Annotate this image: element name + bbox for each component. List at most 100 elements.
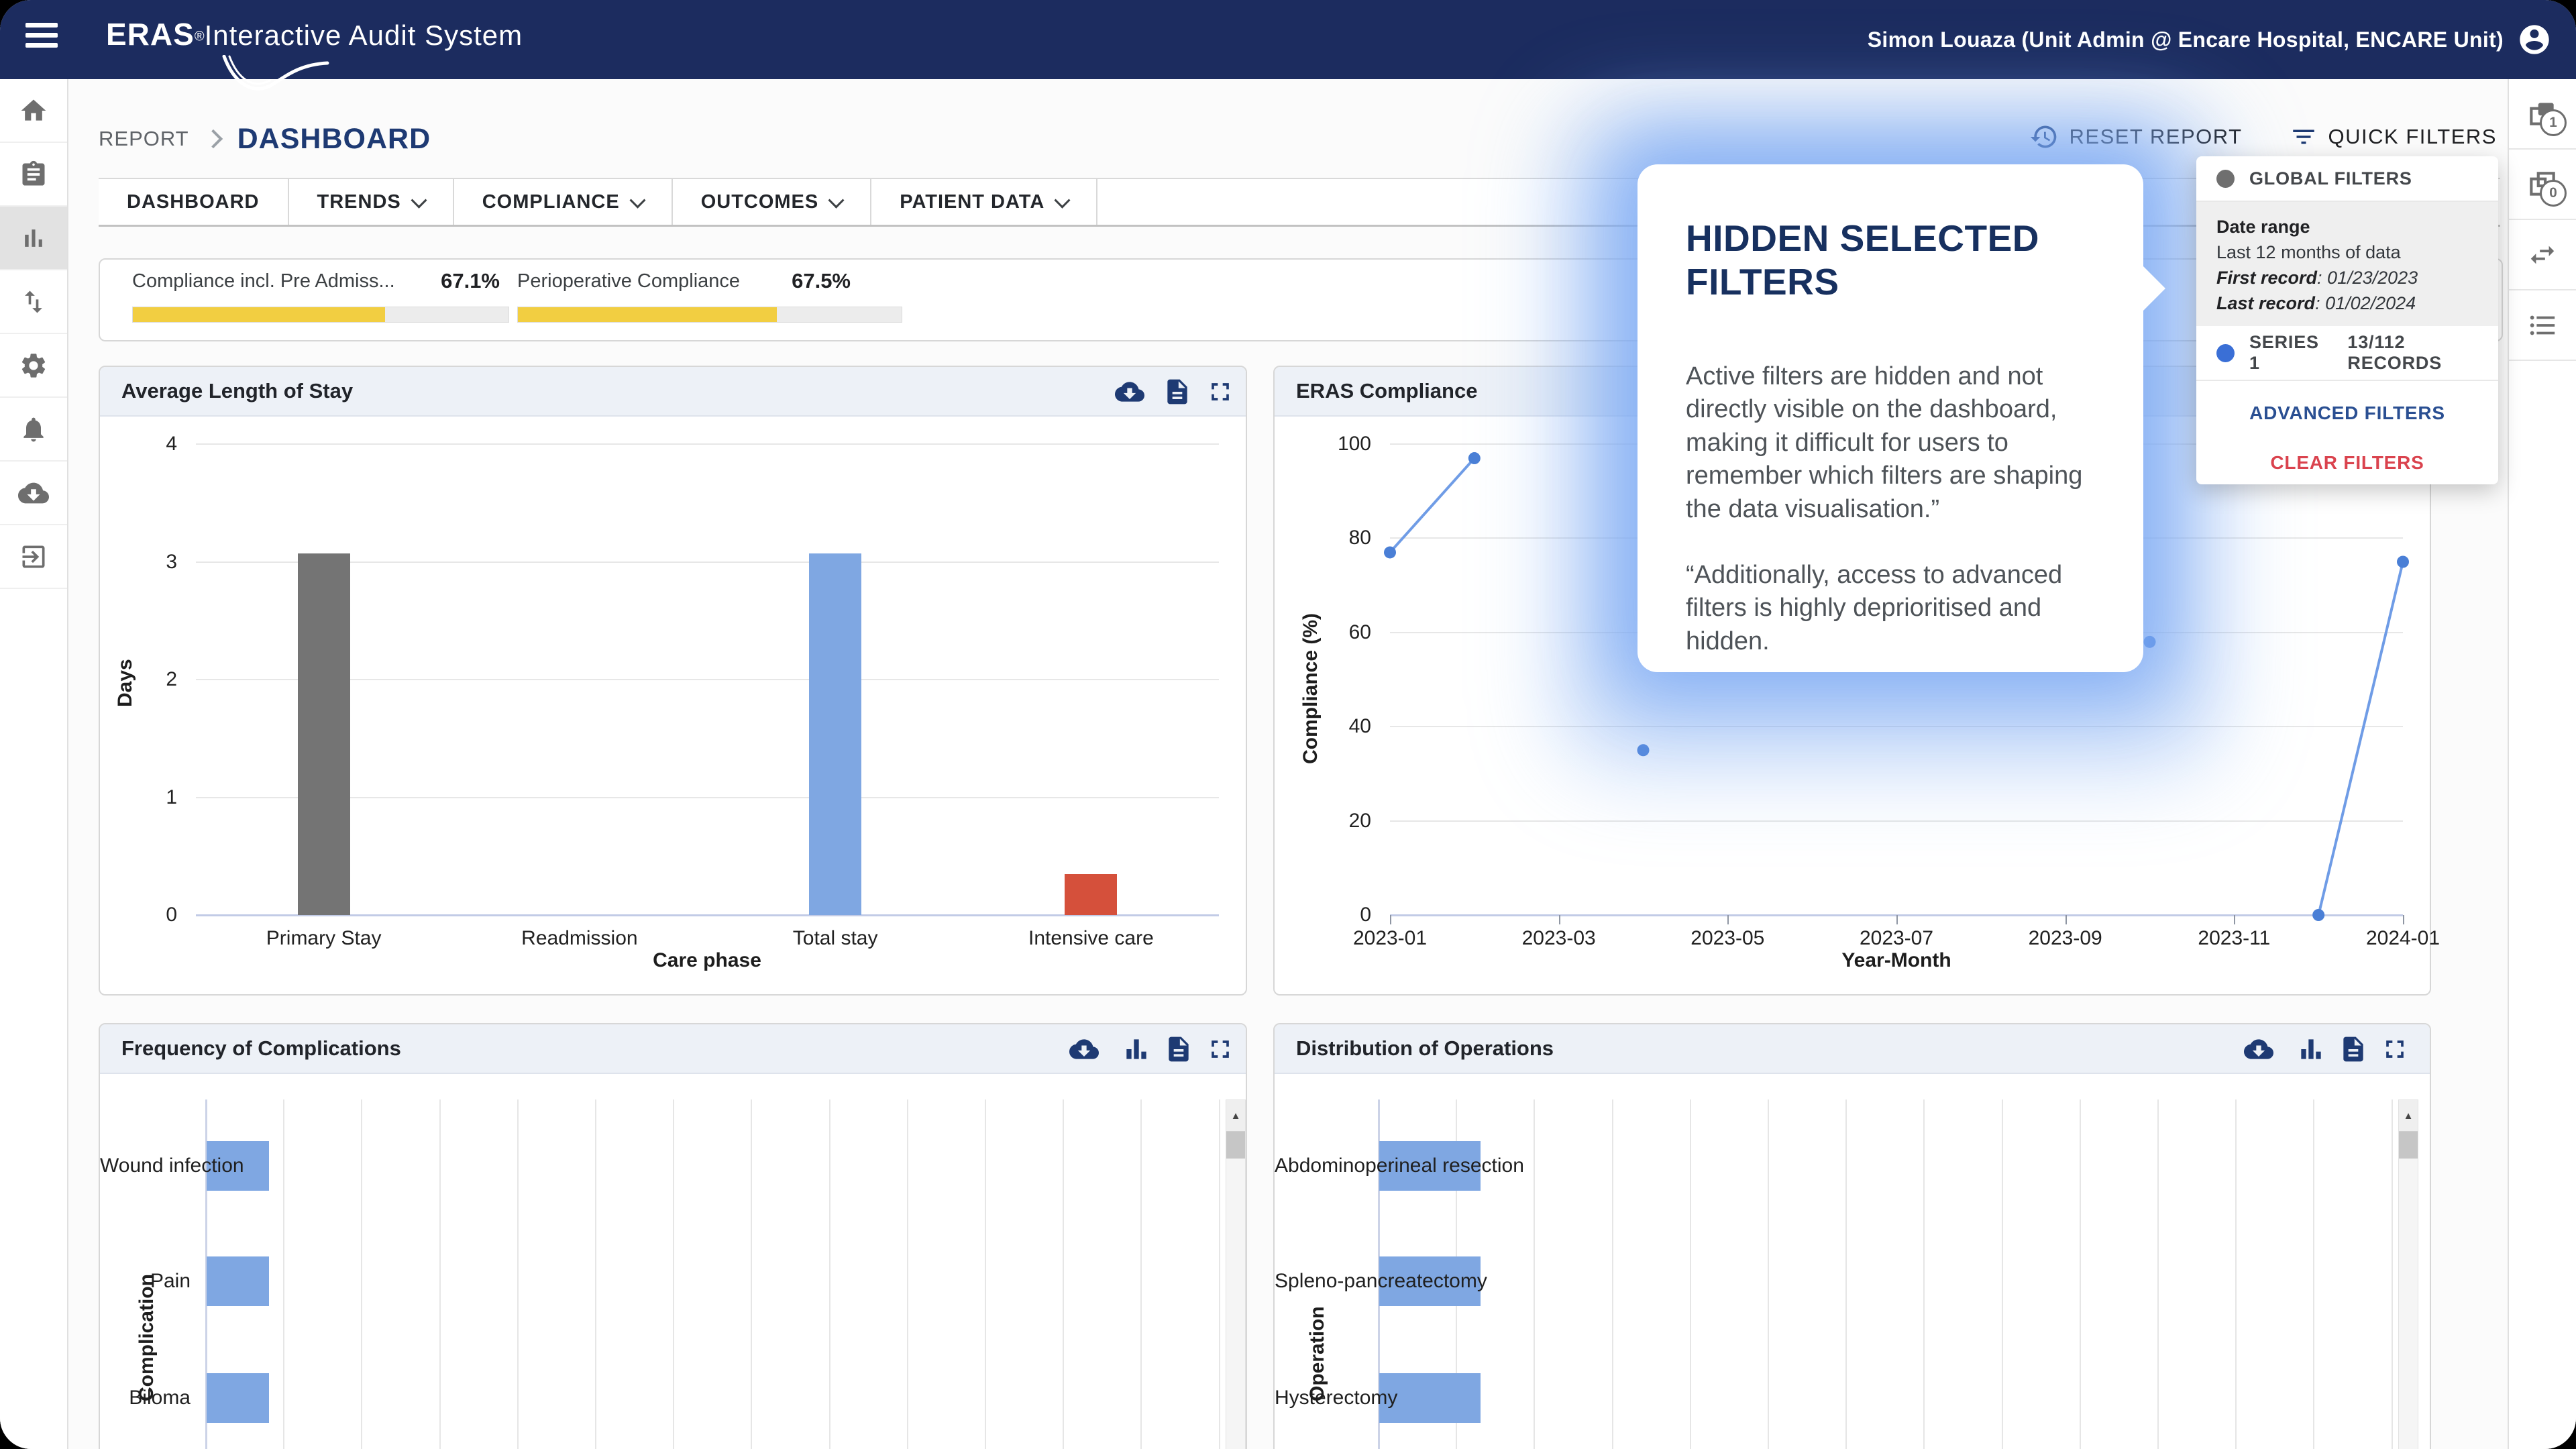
rail-item-series-inactive[interactable]: 0 bbox=[2509, 150, 2576, 220]
series-1-dot-icon bbox=[2216, 344, 2235, 362]
scrollbar-thumb[interactable] bbox=[2399, 1132, 2418, 1159]
gear-icon bbox=[19, 351, 48, 380]
y-axis-title: Compliance (%) bbox=[1299, 603, 1322, 764]
rail-item-series-active[interactable]: 1 bbox=[2509, 79, 2576, 150]
x-category-label: Readmission bbox=[521, 927, 637, 950]
tab-trends-label: TRENDS bbox=[317, 191, 401, 213]
last-record-value: : 01/02/2024 bbox=[2315, 293, 2416, 313]
brand-registered-mark: ® bbox=[195, 30, 205, 44]
user-menu[interactable]: Simon Louaza (Unit Admin @ Encare Hospit… bbox=[1868, 0, 2552, 79]
reset-report-button[interactable]: RESET REPORT bbox=[2029, 122, 2243, 152]
sidebar-item-exit[interactable] bbox=[0, 525, 67, 589]
swap-vertical-icon bbox=[19, 287, 48, 317]
date-range-value: Last 12 months of data bbox=[2216, 239, 2478, 265]
data-table-button[interactable] bbox=[2339, 1034, 2368, 1064]
app-window: ERAS®Interactive Audit System Simon Loua… bbox=[0, 0, 2576, 1449]
chart-card-frequency-of-complications: Frequency of Complications Wound infecti… bbox=[99, 1023, 1247, 1449]
global-filters-row[interactable]: GLOBAL FILTERS bbox=[2196, 156, 2498, 202]
chart-type-button[interactable] bbox=[1122, 1034, 1151, 1064]
x-category-label: Intensive care bbox=[1028, 927, 1154, 950]
series-active-badge: 1 bbox=[2540, 109, 2567, 136]
x-axis-title: Year-Month bbox=[1841, 949, 1951, 972]
download-chart-button[interactable] bbox=[1069, 1034, 1099, 1064]
tab-outcomes-label: OUTCOMES bbox=[701, 191, 819, 213]
x-tick-label: 2023-11 bbox=[2198, 927, 2270, 950]
tab-trends[interactable]: TRENDS bbox=[289, 179, 454, 225]
chevron-down-icon bbox=[828, 192, 845, 208]
bell-icon bbox=[19, 415, 48, 444]
scroll-up-button[interactable]: ▲ bbox=[2399, 1100, 2418, 1132]
file-icon bbox=[1164, 1034, 1193, 1064]
sidebar-item-home[interactable] bbox=[0, 79, 67, 143]
sidebar-item-notifications[interactable] bbox=[0, 398, 67, 462]
filter-list-icon bbox=[2290, 123, 2318, 151]
tab-patient-data[interactable]: PATIENT DATA bbox=[871, 179, 1097, 225]
account-circle-icon[interactable] bbox=[2517, 22, 2552, 57]
chart-type-button[interactable] bbox=[2296, 1034, 2326, 1064]
kpi-1-value: 67.1% bbox=[435, 269, 500, 293]
chevron-down-icon bbox=[1055, 192, 1071, 208]
fullscreen-button[interactable] bbox=[1205, 377, 1235, 407]
x-tick-label: 2023-07 bbox=[1860, 927, 1933, 950]
global-filters-label: GLOBAL FILTERS bbox=[2249, 168, 2412, 189]
callout-paragraph-1: Active filters are hidden and not direct… bbox=[1686, 360, 2115, 526]
data-table-button[interactable] bbox=[1164, 1034, 1193, 1064]
download-chart-button[interactable] bbox=[1115, 377, 1144, 407]
brand-title: Interactive Audit System bbox=[205, 19, 523, 51]
fullscreen-icon bbox=[2380, 1034, 2410, 1064]
app-bar: ERAS®Interactive Audit System Simon Loua… bbox=[0, 0, 2576, 79]
callout-title: HIDDEN SELECTED FILTERS bbox=[1686, 217, 2102, 304]
kpi-2-progressbar bbox=[517, 307, 902, 323]
advanced-filters-button[interactable]: ADVANCED FILTERS bbox=[2196, 402, 2498, 424]
fullscreen-button[interactable] bbox=[1205, 1034, 1235, 1064]
global-filters-dot-icon bbox=[2216, 170, 2235, 188]
rail-item-list[interactable] bbox=[2509, 290, 2576, 361]
frequency-of-complications-plot: Wound infectionPainBiloma bbox=[100, 1073, 1246, 1449]
chart-header: Average Length of Stay bbox=[100, 367, 1246, 417]
quick-filters-button[interactable]: QUICK FILTERS bbox=[2290, 123, 2497, 151]
sidebar-item-transfers[interactable] bbox=[0, 270, 67, 334]
tab-outcomes[interactable]: OUTCOMES bbox=[673, 179, 872, 225]
series-1-records-count: 13/112 RECORDS bbox=[2347, 332, 2498, 374]
brand-eras: ERAS bbox=[106, 17, 195, 52]
sidebar-item-settings[interactable] bbox=[0, 334, 67, 398]
quick-filters-label: QUICK FILTERS bbox=[2328, 125, 2497, 149]
x-tick-label: 2023-01 bbox=[1353, 927, 1427, 950]
data-table-button[interactable] bbox=[1163, 377, 1192, 407]
exit-to-app-icon bbox=[19, 542, 48, 572]
scroll-up-button[interactable]: ▲ bbox=[1226, 1100, 1245, 1132]
clear-filters-button[interactable]: CLEAR FILTERS bbox=[2196, 452, 2498, 474]
home-icon bbox=[19, 96, 48, 125]
fullscreen-button[interactable] bbox=[2380, 1034, 2410, 1064]
hamburger-menu-icon[interactable] bbox=[25, 23, 60, 56]
toolbar-actions: RESET REPORT QUICK FILTERS bbox=[2029, 122, 2498, 152]
chart-scrollbar[interactable]: ▲ bbox=[2398, 1099, 2418, 1449]
app-logo: ERAS®Interactive Audit System bbox=[106, 16, 523, 52]
series-1-row[interactable]: SERIES 1 13/112 RECORDS bbox=[2196, 326, 2498, 381]
page-title: DASHBOARD bbox=[237, 123, 431, 156]
user-name-label: Simon Louaza (Unit Admin @ Encare Hospit… bbox=[1868, 28, 2504, 52]
chart-title: Distribution of Operations bbox=[1296, 1024, 1554, 1073]
y-axis-title: Days bbox=[114, 640, 137, 707]
bar-chart-icon bbox=[1122, 1034, 1151, 1064]
tab-patient-data-label: PATIENT DATA bbox=[900, 191, 1044, 213]
breadcrumb-report[interactable]: REPORT bbox=[99, 127, 189, 151]
tab-compliance[interactable]: COMPLIANCE bbox=[454, 179, 673, 225]
download-chart-button[interactable] bbox=[2244, 1034, 2273, 1064]
rail-item-compare[interactable] bbox=[2509, 220, 2576, 290]
annotation-callout: HIDDEN SELECTED FILTERS Active filters a… bbox=[1638, 164, 2143, 672]
swap-horizontal-icon bbox=[2527, 239, 2558, 270]
right-sidebar: 1 0 bbox=[2508, 79, 2576, 1449]
chart-scrollbar[interactable]: ▲ bbox=[1226, 1099, 1246, 1449]
tab-dashboard[interactable]: DASHBOARD bbox=[99, 179, 289, 225]
sidebar-item-reports[interactable] bbox=[0, 207, 67, 270]
sidebar-item-downloads[interactable] bbox=[0, 462, 67, 525]
bar-pain bbox=[207, 1256, 269, 1306]
chart-header: Distribution of Operations bbox=[1275, 1024, 2430, 1074]
bar-biloma bbox=[207, 1373, 269, 1423]
bar-intensive-care bbox=[1065, 874, 1117, 915]
sidebar-item-audit[interactable] bbox=[0, 143, 67, 207]
eras-swoosh-icon bbox=[220, 55, 421, 98]
scrollbar-thumb[interactable] bbox=[1226, 1132, 1245, 1159]
bar-total-stay bbox=[809, 553, 861, 915]
